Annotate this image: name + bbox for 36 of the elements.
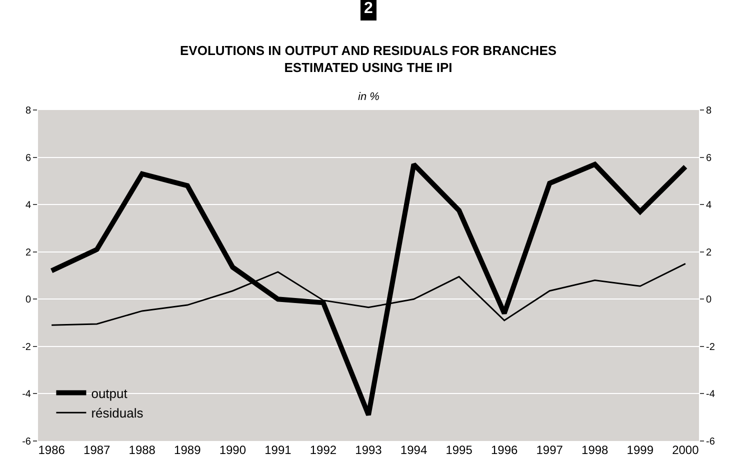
y2-tick-label: 2: [706, 247, 712, 258]
y-tick-label: -6: [22, 436, 32, 448]
y2-tick-label: 4: [706, 200, 712, 212]
x-tick-label: 1995: [446, 443, 473, 457]
x-tick-label: 1996: [490, 443, 518, 457]
chart-subtitle: in %: [358, 91, 380, 103]
legend-label: output: [91, 386, 128, 401]
y-tick-label: 2: [25, 247, 32, 258]
x-tick-label: 1989: [174, 443, 202, 457]
y-tick-label: 6: [25, 152, 32, 164]
y2-tick-label: 0: [706, 294, 712, 306]
x-tick-label: 1999: [626, 443, 654, 457]
y2-tick-label: -4: [706, 389, 716, 400]
y-tick-label: 4: [25, 200, 32, 212]
text: 2: [364, 0, 373, 17]
x-tick-label: 1994: [400, 443, 428, 457]
x-tick-label: 1993: [355, 443, 382, 457]
x-tick-label: 1998: [582, 443, 609, 457]
x-tick-label: 1986: [38, 443, 66, 457]
y-tick-label: 8: [25, 106, 32, 116]
y-tick-label: -4: [22, 389, 32, 400]
x-tick-label: 1997: [536, 443, 564, 457]
y2-tick-label: 6: [706, 152, 712, 164]
x-tick-label: 1987: [84, 443, 111, 457]
y-tick-label: -2: [22, 342, 32, 353]
x-tick-label: 1990: [219, 443, 246, 457]
y2-tick-label: 8: [706, 106, 712, 116]
x-tick-label: 1991: [264, 443, 292, 457]
legend-label: résiduals: [91, 406, 144, 421]
y2-tick-label: -6: [706, 436, 716, 448]
x-tick-label: 1992: [310, 443, 337, 457]
x-tick-label: 1988: [128, 443, 156, 457]
x-tick-label: 2000: [672, 443, 700, 457]
y-tick-label: 0: [25, 294, 32, 306]
y2-tick-label: -2: [706, 342, 716, 353]
chart-title: EVOLUTIONS IN OUTPUT AND RESIDUALS FOR BRANCHES ESTIMATED USING THE IPI: [180, 43, 557, 75]
